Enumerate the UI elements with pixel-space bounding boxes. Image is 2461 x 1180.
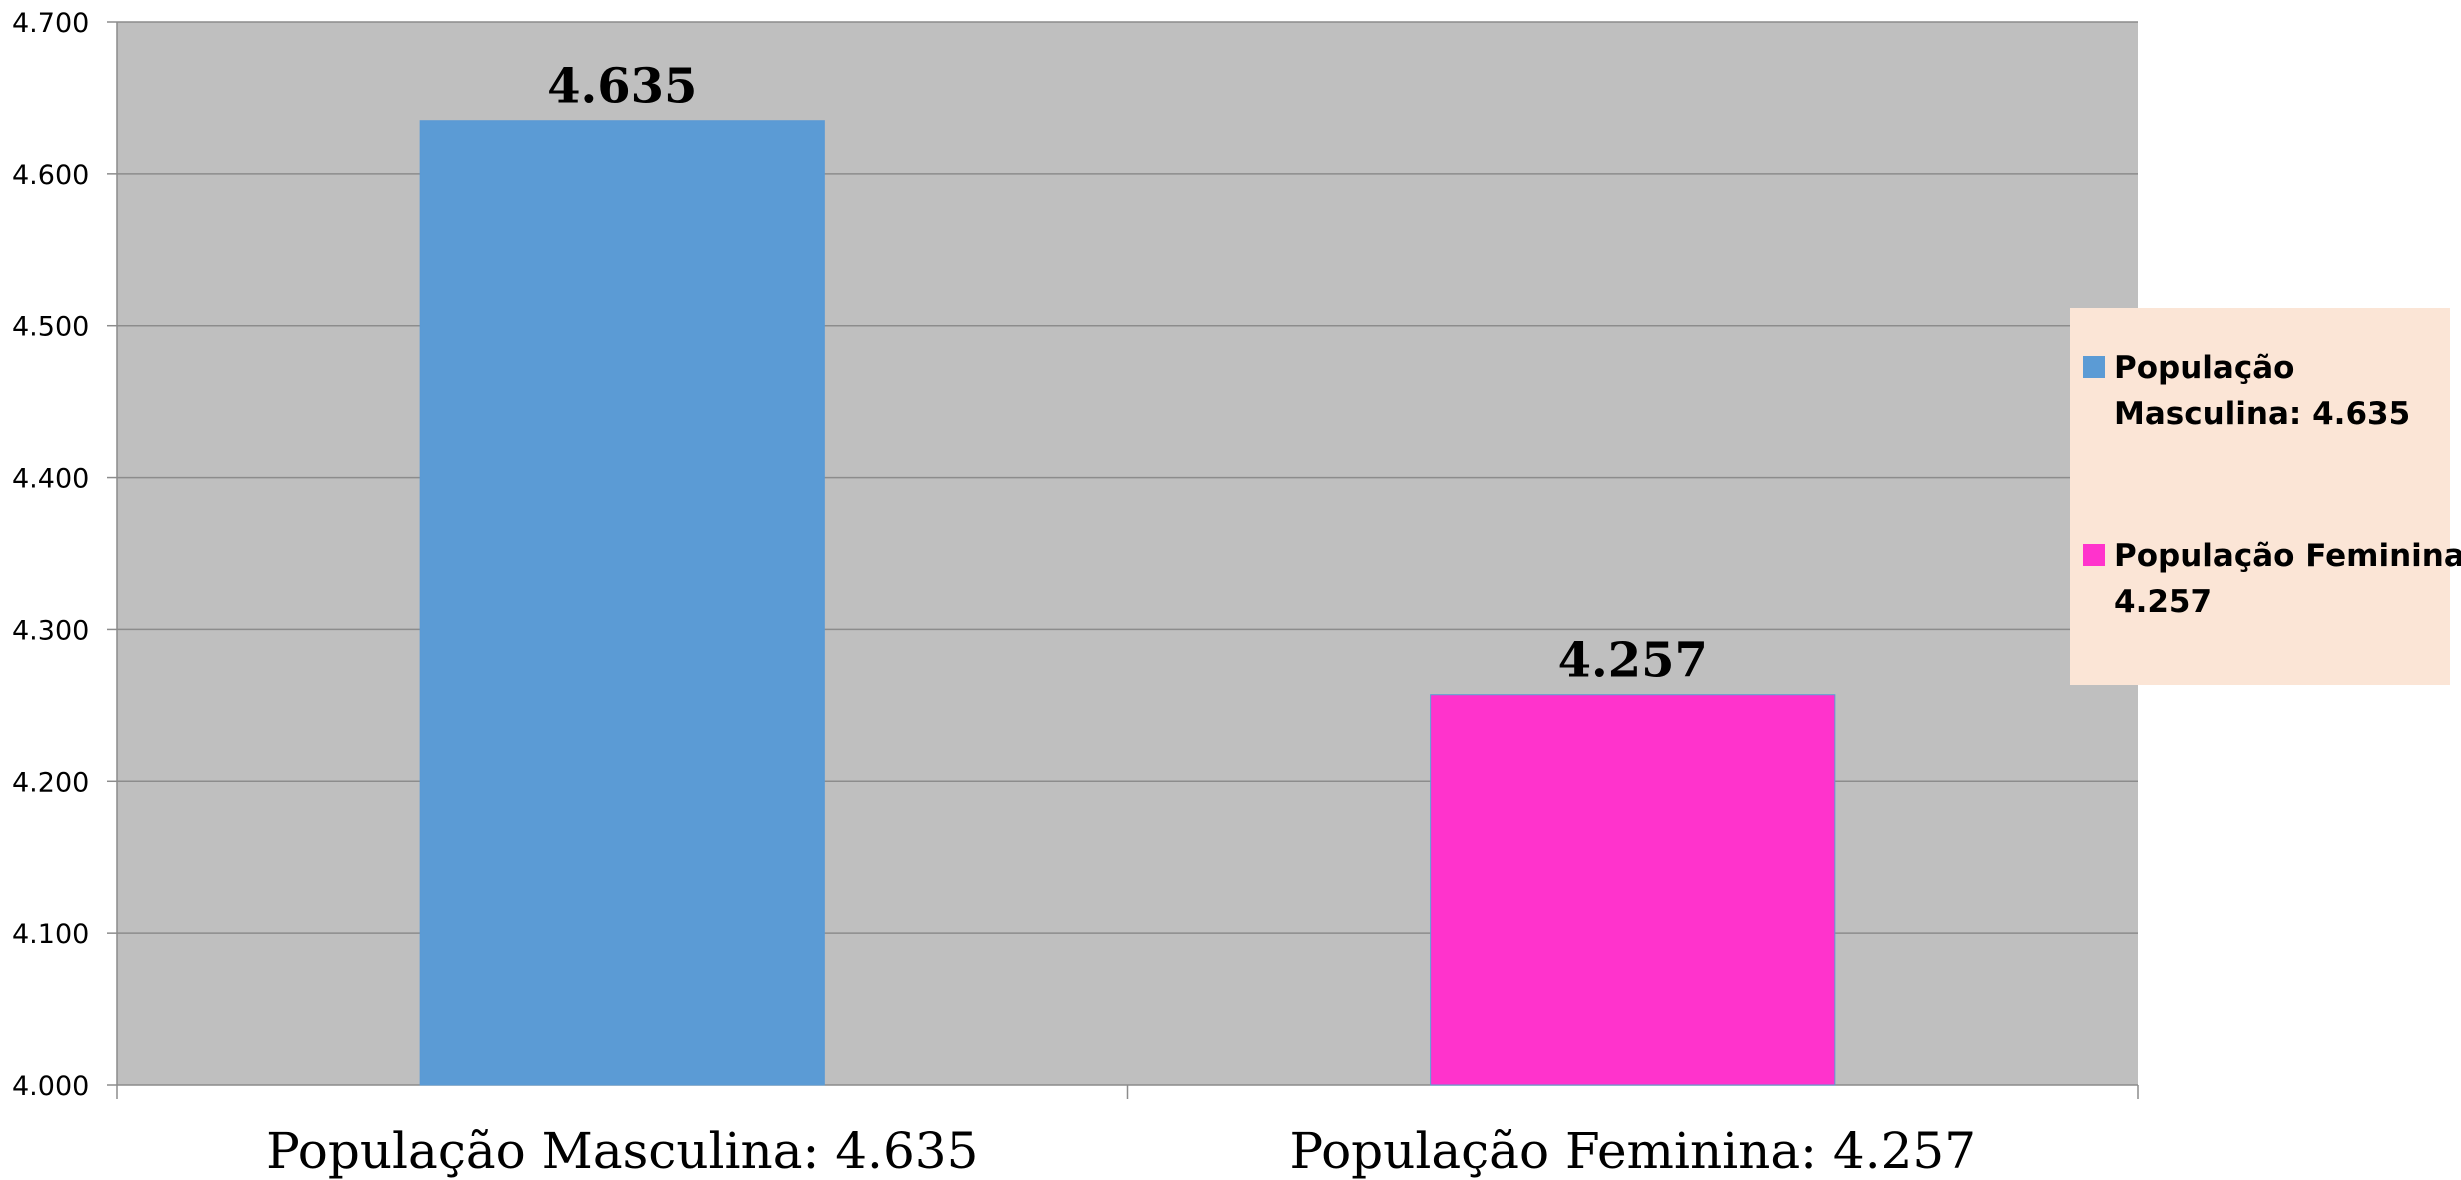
y-tick-label: 4.400 bbox=[12, 464, 89, 495]
legend-swatch-2 bbox=[2083, 544, 2105, 566]
data-label-2: 4.257 bbox=[1558, 633, 1708, 689]
category-label-2: População Feminina: 4.257 bbox=[1289, 1122, 1976, 1180]
bar-2 bbox=[1430, 694, 1836, 1086]
y-tick-label: 4.600 bbox=[12, 160, 89, 191]
legend-label-1: Masculina: 4.635 bbox=[2114, 396, 2410, 432]
legend-swatch-1 bbox=[2083, 356, 2105, 378]
category-label-1: População Masculina: 4.635 bbox=[266, 1122, 978, 1180]
y-tick-label: 4.000 bbox=[12, 1071, 89, 1102]
legend bbox=[2070, 308, 2450, 685]
bar-1 bbox=[419, 120, 825, 1086]
legend-label-2: População Feminina: bbox=[2114, 538, 2461, 574]
y-tick-label: 4.500 bbox=[12, 312, 89, 343]
y-tick-label: 4.300 bbox=[12, 615, 89, 646]
y-tick-label: 4.200 bbox=[12, 767, 89, 798]
y-tick-label: 4.100 bbox=[12, 919, 89, 950]
y-tick-label: 4.700 bbox=[12, 8, 89, 39]
legend-label-2: 4.257 bbox=[2114, 584, 2212, 620]
data-label-1: 4.635 bbox=[547, 59, 697, 115]
legend-label-1: População bbox=[2114, 350, 2294, 386]
